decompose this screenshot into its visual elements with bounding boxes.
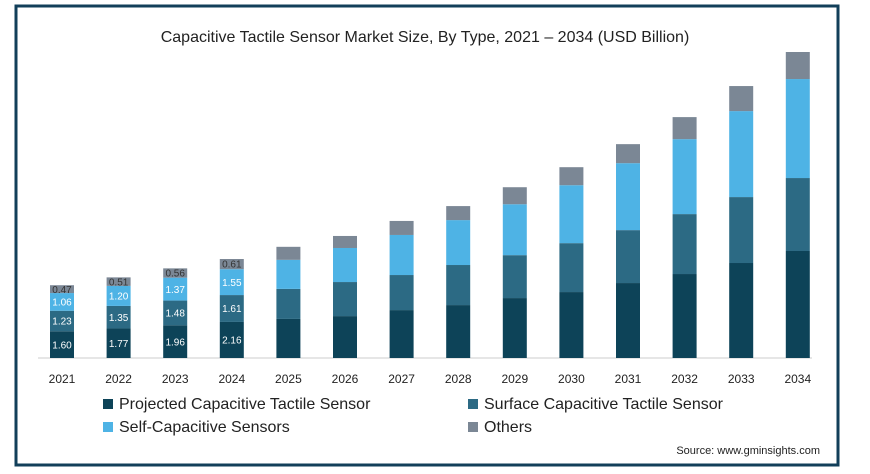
bar-segment — [785, 178, 810, 251]
frame — [14, 4, 840, 467]
bar-segment — [106, 277, 131, 286]
bar-segment — [729, 86, 754, 112]
bar-segment — [502, 204, 527, 256]
bar-segment — [559, 292, 584, 358]
x-tick-label: 2033 — [728, 372, 755, 386]
legend-label: Self-Capacitive Sensors — [119, 419, 290, 436]
x-tick-label: 2022 — [105, 372, 132, 386]
x-tick-label: 2034 — [784, 372, 811, 386]
bar-segment — [446, 220, 471, 266]
bar-segment — [106, 328, 131, 358]
bar-segment — [785, 52, 810, 80]
legend-swatch — [103, 422, 113, 432]
bar-segment — [219, 295, 244, 322]
bar-segment — [333, 247, 357, 283]
bar-segment — [559, 243, 584, 293]
bar-segment — [785, 250, 810, 358]
bar-segment — [333, 282, 357, 317]
bar-segment — [559, 167, 584, 186]
x-tick-label: 2032 — [671, 372, 698, 386]
bar-segment — [163, 268, 188, 278]
bar-segment — [50, 310, 74, 332]
bar-segment — [616, 163, 640, 231]
bar-segment — [672, 274, 697, 358]
bar-segment — [502, 187, 527, 205]
value-label: 0.51 — [109, 277, 129, 288]
legend-swatch — [468, 422, 478, 432]
bar-segment — [389, 310, 414, 358]
bar-segment — [389, 234, 414, 276]
value-label: 1.55 — [222, 278, 242, 289]
x-tick-label: 2028 — [445, 372, 472, 386]
x-tick-label: 2023 — [162, 372, 189, 386]
bar-segment — [276, 259, 301, 289]
bar-segment — [729, 197, 754, 264]
source: Source: www.gminsights.com — [676, 445, 820, 457]
bar-segment — [163, 325, 188, 358]
value-label: 2.16 — [222, 336, 242, 347]
value-label: 1.23 — [52, 317, 72, 328]
bar-segment — [672, 139, 697, 215]
bar-segment — [276, 288, 301, 319]
bar-segment — [502, 255, 527, 299]
x-tick-label: 2024 — [218, 372, 245, 386]
bar-segment — [672, 117, 697, 140]
x-tick-label: 2029 — [501, 372, 528, 386]
value-label: 1.35 — [109, 313, 129, 324]
bar-segment — [333, 316, 357, 358]
legend-label: Others — [484, 419, 532, 436]
value-label: 1.60 — [52, 340, 72, 351]
bar-segment — [219, 269, 244, 296]
value-label: 1.48 — [165, 309, 185, 320]
bar-segment — [672, 214, 697, 275]
bar-segment — [333, 235, 357, 248]
bar-segment — [446, 305, 471, 358]
bar-segment — [559, 185, 584, 244]
value-label: 1.20 — [109, 292, 129, 303]
bar-segment — [276, 318, 301, 358]
bar-segment — [389, 220, 414, 235]
bar-segment — [163, 277, 188, 301]
bar-segment — [219, 259, 244, 270]
x-tick-label: 2025 — [275, 372, 302, 386]
value-label: 0.47 — [52, 285, 72, 296]
bar-segment — [502, 298, 527, 358]
legend-label: Projected Capacitive Tactile Sensor — [119, 396, 371, 413]
bar-segment — [785, 79, 810, 179]
bar-segment — [276, 246, 301, 260]
legend-swatch — [103, 399, 113, 409]
value-label: 1.06 — [52, 298, 72, 309]
x-tick-label: 2027 — [388, 372, 415, 386]
bar-segment — [50, 293, 74, 311]
legend-label: Surface Capacitive Tactile Sensor — [484, 396, 724, 413]
bar-segment — [163, 300, 188, 326]
value-label: 1.77 — [109, 339, 129, 350]
bar-segment — [616, 230, 640, 284]
value-label: 0.56 — [165, 269, 185, 280]
bar-segment — [106, 285, 131, 306]
bar-segment — [219, 321, 244, 358]
bar-segment — [446, 206, 471, 221]
bar-segment — [729, 111, 754, 198]
bar-segment — [106, 305, 131, 329]
bar-segment — [50, 331, 74, 358]
legend-swatch — [468, 399, 478, 409]
bar-segment — [389, 275, 414, 311]
value-label: 1.37 — [165, 285, 185, 296]
value-label: 1.61 — [222, 304, 242, 315]
bar-segment — [616, 283, 640, 358]
bar-segment — [729, 263, 754, 358]
bar-segment — [50, 285, 74, 294]
x-tick-label: 2030 — [558, 372, 585, 386]
x-tick-label: 2021 — [49, 372, 76, 386]
value-label: 0.61 — [222, 260, 242, 271]
bar-segment — [616, 144, 640, 164]
x-tick-label: 2031 — [615, 372, 642, 386]
chart-title: Capacitive Tactile Sensor Market Size, B… — [161, 29, 690, 46]
value-label: 1.96 — [165, 337, 185, 348]
x-tick-label: 2026 — [332, 372, 359, 386]
bar-segment — [446, 265, 471, 306]
